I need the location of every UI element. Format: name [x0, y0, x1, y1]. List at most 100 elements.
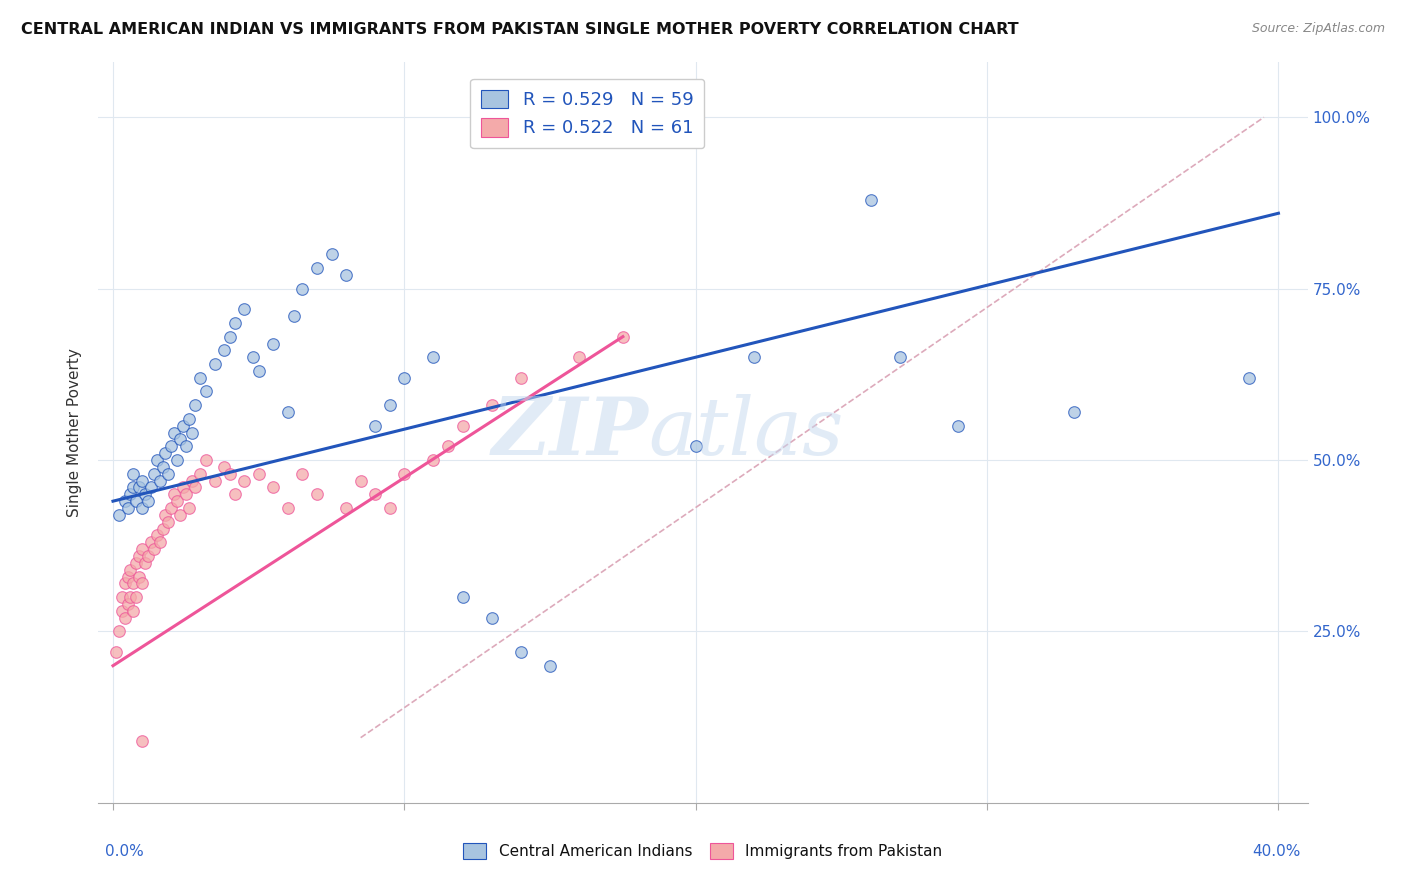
Point — [166, 494, 188, 508]
Point — [212, 459, 235, 474]
Point — [190, 371, 212, 385]
Point — [155, 446, 177, 460]
Point — [104, 645, 127, 659]
Point — [155, 508, 177, 522]
Point — [160, 501, 183, 516]
Point — [145, 528, 167, 542]
Point — [183, 398, 205, 412]
Point — [117, 501, 139, 516]
Point — [122, 480, 145, 494]
Point — [538, 658, 561, 673]
Point — [481, 610, 503, 624]
Point — [125, 494, 148, 508]
Point — [152, 522, 174, 536]
Point — [212, 343, 235, 358]
Point — [335, 268, 357, 282]
Point — [160, 439, 183, 453]
Point — [139, 480, 162, 494]
Point — [509, 371, 531, 385]
Point — [120, 487, 142, 501]
Point — [117, 597, 139, 611]
Point — [305, 261, 328, 276]
Point — [422, 350, 444, 364]
Point — [180, 425, 202, 440]
Point — [163, 425, 186, 440]
Point — [218, 467, 240, 481]
Point — [612, 329, 634, 343]
Point — [177, 412, 200, 426]
Point — [394, 467, 416, 481]
Point — [224, 487, 246, 501]
Point — [120, 590, 142, 604]
Point — [128, 480, 150, 494]
Point — [204, 357, 226, 371]
Y-axis label: Single Mother Poverty: Single Mother Poverty — [67, 348, 83, 517]
Point — [131, 501, 153, 516]
Point — [122, 604, 145, 618]
Point — [946, 418, 969, 433]
Text: 0.0%: 0.0% — [105, 845, 145, 859]
Point — [364, 487, 387, 501]
Point — [451, 418, 474, 433]
Point — [149, 535, 172, 549]
Point — [174, 487, 197, 501]
Point — [889, 350, 911, 364]
Point — [262, 480, 284, 494]
Point — [128, 569, 150, 583]
Point — [247, 467, 270, 481]
Point — [157, 467, 180, 481]
Point — [247, 364, 270, 378]
Point — [262, 336, 284, 351]
Point — [451, 590, 474, 604]
Point — [350, 474, 373, 488]
Point — [190, 467, 212, 481]
Text: Source: ZipAtlas.com: Source: ZipAtlas.com — [1251, 22, 1385, 36]
Point — [742, 350, 765, 364]
Point — [169, 433, 191, 447]
Point — [108, 624, 131, 639]
Point — [1239, 371, 1261, 385]
Point — [125, 556, 148, 570]
Point — [859, 193, 882, 207]
Point — [145, 453, 167, 467]
Point — [378, 398, 401, 412]
Point — [305, 487, 328, 501]
Point — [172, 418, 194, 433]
Point — [685, 439, 707, 453]
Point — [122, 576, 145, 591]
Point — [195, 384, 218, 399]
Point — [120, 563, 142, 577]
Point — [509, 645, 531, 659]
Point — [111, 590, 134, 604]
Point — [166, 453, 188, 467]
Point — [180, 474, 202, 488]
Point — [277, 501, 299, 516]
Point — [291, 467, 314, 481]
Text: ZIP: ZIP — [492, 394, 648, 471]
Point — [152, 459, 174, 474]
Point — [111, 604, 134, 618]
Point — [233, 474, 256, 488]
Point — [134, 487, 156, 501]
Point — [114, 576, 136, 591]
Point — [422, 453, 444, 467]
Text: atlas: atlas — [648, 394, 844, 471]
Point — [481, 398, 503, 412]
Point — [134, 556, 156, 570]
Point — [1063, 405, 1085, 419]
Point — [125, 590, 148, 604]
Point — [321, 247, 343, 261]
Point — [177, 501, 200, 516]
Point — [172, 480, 194, 494]
Text: CENTRAL AMERICAN INDIAN VS IMMIGRANTS FROM PAKISTAN SINGLE MOTHER POVERTY CORREL: CENTRAL AMERICAN INDIAN VS IMMIGRANTS FR… — [21, 22, 1019, 37]
Point — [291, 282, 314, 296]
Point — [117, 569, 139, 583]
Point — [218, 329, 240, 343]
Point — [139, 535, 162, 549]
Point — [437, 439, 460, 453]
Point — [114, 610, 136, 624]
Point — [174, 439, 197, 453]
Point — [136, 549, 159, 563]
Point — [224, 316, 246, 330]
Point — [242, 350, 264, 364]
